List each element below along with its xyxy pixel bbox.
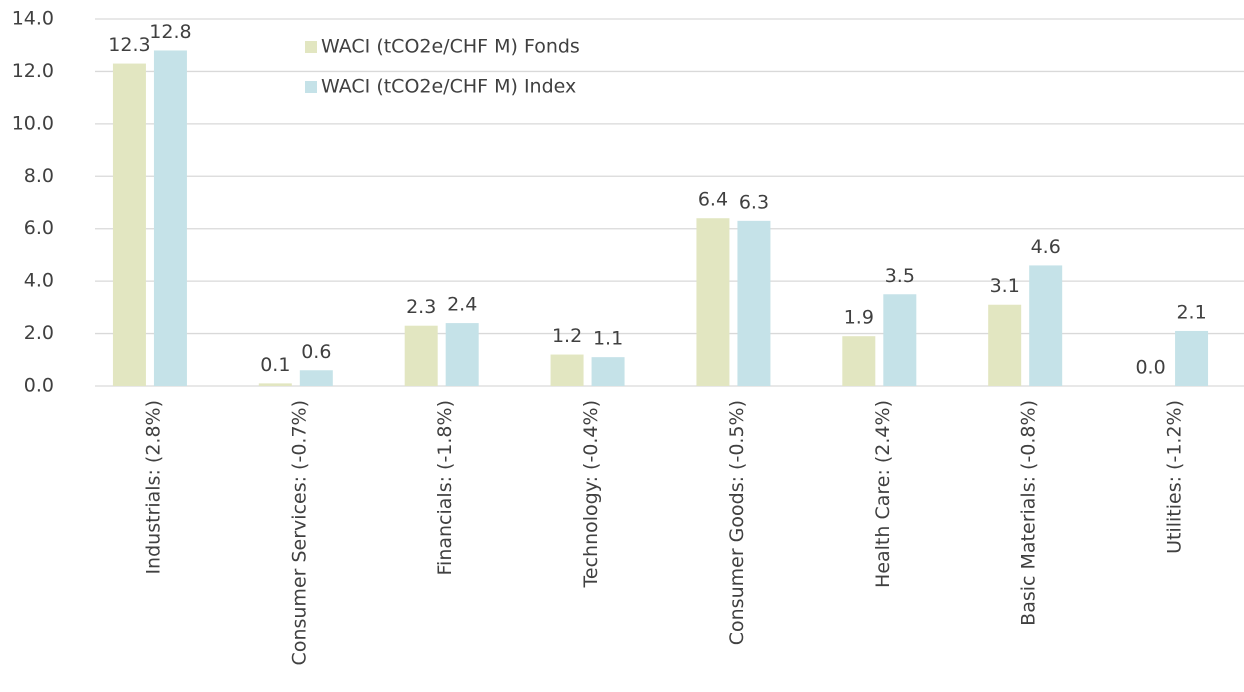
- x-tick-label: Health Care: (2.4%): [872, 400, 894, 588]
- x-tick-label: Utilities: (-1.2%): [1164, 400, 1186, 554]
- bar: [1175, 330, 1209, 386]
- x-tick-label: Consumer Services: (-0.7%): [288, 400, 310, 665]
- data-label: 2.4: [447, 294, 477, 316]
- bar: [842, 336, 876, 386]
- bar: [988, 304, 1022, 386]
- y-tick-label: 0.0: [24, 375, 54, 397]
- data-label: 0.1: [260, 354, 290, 376]
- x-tick-label: Basic Materials: (-0.8%): [1018, 400, 1040, 626]
- y-tick-label: 8.0: [24, 165, 54, 187]
- data-label: 1.1: [593, 328, 623, 350]
- bar: [550, 354, 584, 386]
- data-label: 6.3: [739, 191, 769, 213]
- bar: [1029, 265, 1063, 386]
- bar: [258, 383, 292, 386]
- bar: [445, 323, 479, 386]
- y-tick-label: 14.0: [12, 8, 54, 30]
- data-label: 3.5: [885, 265, 915, 287]
- data-label: 2.3: [406, 296, 436, 318]
- data-label: 0.0: [1135, 357, 1165, 379]
- y-tick-label: 12.0: [12, 60, 54, 82]
- data-label: 1.9: [844, 307, 874, 329]
- data-label: 6.4: [698, 189, 728, 211]
- data-label: 12.8: [149, 21, 191, 43]
- data-label: 0.6: [301, 341, 331, 363]
- bar: [883, 294, 917, 386]
- legend-label: WACI (tCO2e/CHF M) Fonds: [321, 36, 580, 58]
- data-label: 2.1: [1176, 301, 1206, 323]
- bar: [153, 50, 187, 386]
- bar: [404, 325, 438, 386]
- data-label: 3.1: [990, 275, 1020, 297]
- y-tick-label: 2.0: [24, 322, 54, 344]
- bar: [591, 357, 625, 386]
- x-tick-label: Consumer Goods: (-0.5%): [726, 400, 748, 645]
- data-label: 1.2: [552, 325, 582, 347]
- y-tick-label: 4.0: [24, 270, 54, 292]
- y-tick-label: 6.0: [24, 217, 54, 239]
- x-tick-label: Industrials: (2.8%): [142, 400, 164, 575]
- bar: [299, 370, 333, 386]
- data-label: 4.6: [1031, 236, 1061, 258]
- x-tick-label: Financials: (-1.8%): [434, 400, 456, 576]
- x-tick-label: Technology: (-0.4%): [580, 400, 602, 588]
- y-tick-label: 10.0: [12, 112, 54, 134]
- bar: [112, 63, 146, 387]
- legend-swatch: [305, 81, 317, 93]
- bar: [737, 220, 771, 386]
- data-label: 12.3: [108, 34, 150, 56]
- legend-label: WACI (tCO2e/CHF M) Index: [321, 76, 576, 98]
- legend-swatch: [305, 41, 317, 53]
- bar: [696, 218, 730, 386]
